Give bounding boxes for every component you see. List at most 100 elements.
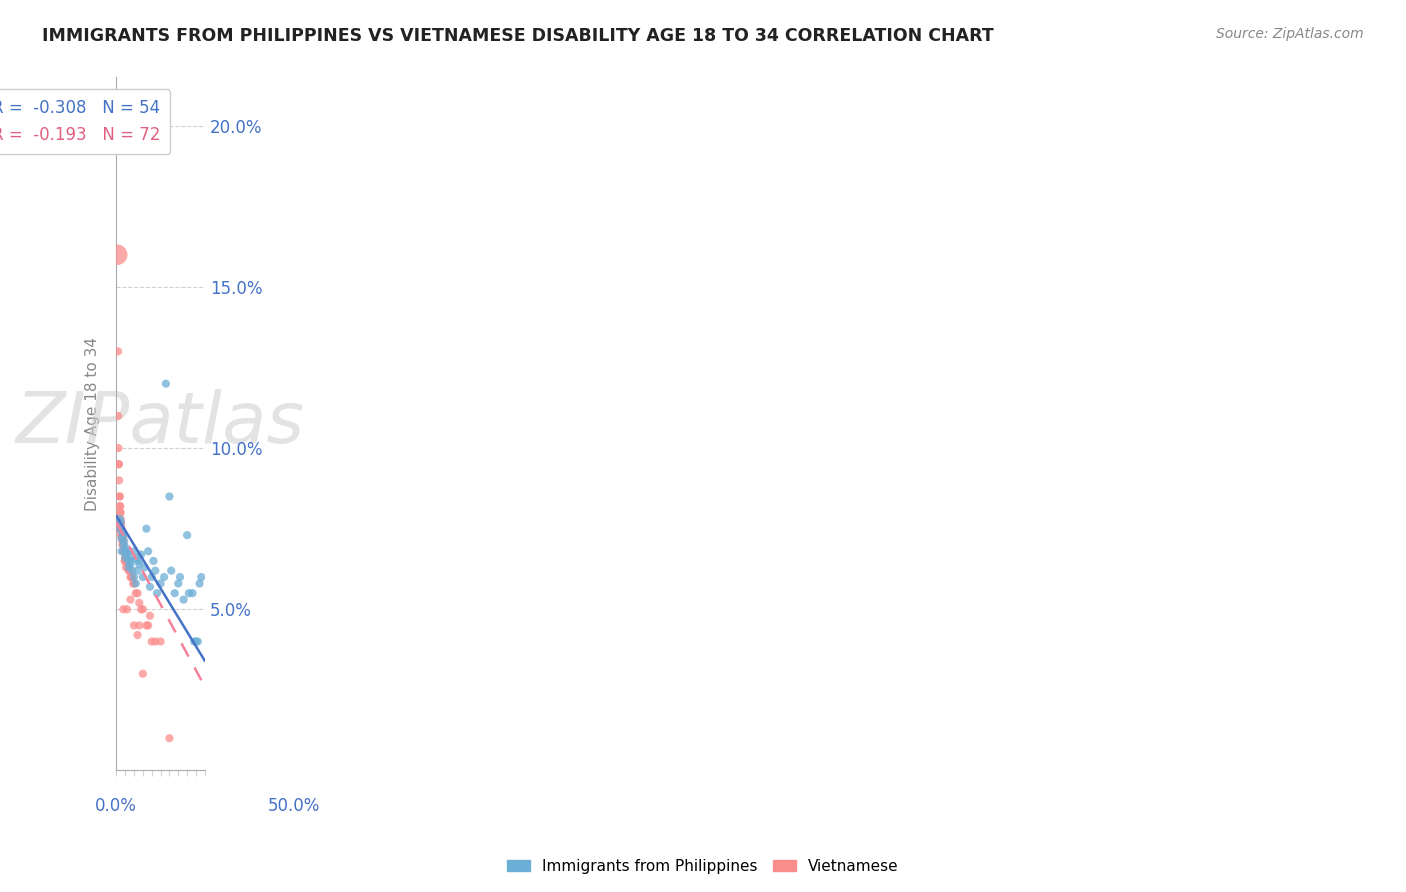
Point [117, 544, 139, 558]
Point [188, 576, 211, 591]
Point [159, 490, 181, 504]
Point [115, 548, 138, 562]
Point [169, 570, 191, 584]
Point [114, 554, 136, 568]
Point [159, 731, 181, 746]
Point [120, 570, 142, 584]
Text: ZIPatlas: ZIPatlas [15, 390, 305, 458]
Point [108, 522, 131, 536]
Point [153, 570, 176, 584]
Point [110, 528, 132, 542]
Point [122, 544, 145, 558]
Point [108, 490, 131, 504]
Point [114, 544, 136, 558]
Point [111, 528, 134, 542]
Point [128, 557, 150, 571]
Point [136, 544, 159, 558]
Point [105, 522, 128, 536]
Point [190, 570, 212, 584]
Point [118, 564, 141, 578]
Point [118, 550, 141, 565]
Legend: Immigrants from Philippines, Vietnamese: Immigrants from Philippines, Vietnamese [501, 853, 905, 880]
Point [111, 538, 134, 552]
Point [135, 618, 157, 632]
Point [107, 441, 129, 455]
Point [155, 376, 177, 391]
Point [111, 524, 134, 539]
Point [114, 550, 136, 565]
Point [112, 544, 135, 558]
Point [129, 602, 152, 616]
Point [183, 634, 205, 648]
Point [173, 592, 195, 607]
Point [112, 538, 135, 552]
Point [114, 550, 136, 565]
Point [167, 576, 190, 591]
Point [146, 586, 169, 600]
Point [129, 548, 152, 562]
Point [110, 506, 132, 520]
Point [111, 534, 134, 549]
Point [112, 602, 135, 616]
Point [120, 570, 142, 584]
Point [110, 515, 132, 529]
Point [110, 544, 132, 558]
Legend: R =  -0.308   N = 54, R =  -0.193   N = 72: R = -0.308 N = 54, R = -0.193 N = 72 [0, 89, 170, 153]
Point [107, 522, 129, 536]
Point [139, 608, 162, 623]
Point [120, 592, 142, 607]
Point [125, 576, 148, 591]
Point [111, 538, 134, 552]
Point [141, 570, 163, 584]
Point [110, 532, 132, 546]
Point [132, 602, 155, 616]
Point [122, 576, 145, 591]
Point [111, 532, 134, 546]
Point [121, 570, 143, 584]
Point [184, 634, 207, 648]
Point [117, 560, 139, 574]
Point [112, 534, 135, 549]
Point [128, 596, 150, 610]
Point [110, 522, 132, 536]
Point [125, 550, 148, 565]
Point [110, 515, 132, 529]
Point [108, 522, 131, 536]
Point [163, 586, 186, 600]
Point [107, 344, 129, 359]
Point [115, 560, 138, 574]
Point [122, 576, 145, 591]
Point [115, 602, 138, 616]
Y-axis label: Disability Age 18 to 34: Disability Age 18 to 34 [86, 337, 100, 511]
Point [107, 409, 129, 423]
Point [118, 554, 141, 568]
Point [143, 564, 166, 578]
Point [143, 634, 166, 648]
Point [120, 554, 142, 568]
Point [110, 528, 132, 542]
Point [114, 544, 136, 558]
Point [115, 541, 138, 555]
Point [142, 554, 165, 568]
Text: 50.0%: 50.0% [267, 797, 319, 814]
Point [108, 474, 131, 488]
Point [105, 248, 128, 262]
Point [132, 666, 155, 681]
Point [107, 457, 129, 471]
Point [139, 580, 162, 594]
Point [110, 512, 132, 526]
Point [176, 528, 198, 542]
Point [110, 522, 132, 536]
Point [122, 618, 145, 632]
Point [108, 457, 131, 471]
Point [181, 586, 204, 600]
Point [118, 564, 141, 578]
Point [160, 564, 183, 578]
Point [112, 544, 135, 558]
Point [134, 560, 156, 574]
Point [122, 570, 145, 584]
Point [108, 512, 131, 526]
Point [107, 522, 129, 536]
Text: Source: ZipAtlas.com: Source: ZipAtlas.com [1216, 27, 1364, 41]
Point [132, 570, 155, 584]
